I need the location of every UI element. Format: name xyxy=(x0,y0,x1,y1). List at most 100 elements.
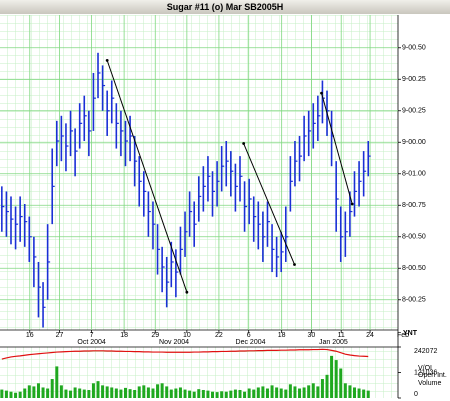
volume-bar xyxy=(41,387,45,398)
volume-bar xyxy=(174,388,178,398)
y-tick-label: 8-00.75 xyxy=(402,202,426,209)
volume-bar xyxy=(343,383,347,398)
volume-bar xyxy=(169,389,173,398)
x-tick-label: 22 xyxy=(215,332,223,339)
volume-bar xyxy=(9,391,13,398)
volume-bar xyxy=(284,389,288,398)
volume-bar xyxy=(18,391,22,398)
price-panel xyxy=(0,15,398,330)
volume-bar xyxy=(224,391,228,398)
volume-bar xyxy=(270,385,274,398)
x-tick-label: 6 xyxy=(247,332,251,339)
y-tick-label: 9-00.25 xyxy=(402,76,426,83)
y-tick-label: 121036 xyxy=(414,369,437,376)
volume-bar xyxy=(55,366,59,398)
panel-label: V/OI xyxy=(418,365,432,372)
volume-bar xyxy=(91,383,95,398)
chart-title: Sugar #11 (o) Mar SB2005H xyxy=(167,2,284,12)
x-tick-label: 18 xyxy=(278,332,286,339)
volume-bar xyxy=(64,389,68,398)
trend-end xyxy=(320,91,323,95)
volume-bar xyxy=(288,384,292,398)
volume-bar xyxy=(27,385,31,398)
trend-line xyxy=(321,92,353,205)
volume-bar xyxy=(348,385,352,398)
volume-bar xyxy=(293,386,297,398)
y-tick-label: 8-01.00 xyxy=(402,171,426,178)
y-tick-label: 8-00.50 xyxy=(402,234,426,241)
volume-bar xyxy=(307,385,311,398)
volume-bar xyxy=(261,386,265,398)
logo: YNT xyxy=(403,330,418,337)
y-tick-label: 8-00.25 xyxy=(402,297,426,304)
volume-bar xyxy=(247,388,251,398)
volume-bar xyxy=(220,391,224,398)
volume-bar xyxy=(87,389,91,398)
volume-bar xyxy=(366,390,370,398)
volume-bar xyxy=(256,387,260,398)
volume-bar xyxy=(96,381,100,398)
volume-bar xyxy=(105,386,109,398)
volume-bar xyxy=(128,389,132,398)
x-period-label: Oct 2004 xyxy=(77,339,106,346)
trend-end xyxy=(242,142,246,145)
volume-bar xyxy=(183,389,187,398)
volume-bar xyxy=(69,390,73,398)
x-tick-label: Feb xyxy=(397,332,409,339)
volume-bar xyxy=(316,386,320,398)
volume-bar xyxy=(101,385,105,398)
volume-bar xyxy=(201,389,205,398)
trend-end xyxy=(105,58,109,62)
title-bar xyxy=(0,0,450,14)
volume-bar xyxy=(160,383,164,398)
volume-bar xyxy=(215,392,219,398)
volume-bar xyxy=(14,392,18,398)
volume-bar xyxy=(165,386,169,398)
volume-bar xyxy=(156,384,160,398)
volume-bar xyxy=(229,390,233,398)
volume-bar xyxy=(50,379,54,398)
volume-bar xyxy=(330,355,334,398)
x-tick-label: 16 xyxy=(26,332,34,339)
volume-bar xyxy=(23,388,27,398)
volume-bar xyxy=(192,391,196,398)
volume-bar xyxy=(82,389,86,398)
volume-bar xyxy=(133,389,137,398)
x-period-label: Dec 2004 xyxy=(236,339,266,346)
legend-entry: Volume xyxy=(418,380,441,387)
volume-bar xyxy=(36,383,40,398)
volume-bar xyxy=(320,379,324,398)
volume-bar xyxy=(233,389,237,398)
volume-bar xyxy=(243,391,247,398)
y-tick-label: 242072 xyxy=(414,348,437,355)
x-tick-label: 24 xyxy=(366,332,374,339)
volume-bar xyxy=(275,387,279,398)
volume-bar xyxy=(32,386,36,398)
y-tick-label: 0 xyxy=(414,391,418,398)
volume-bar xyxy=(252,389,256,398)
x-period-label: Nov 2004 xyxy=(159,339,189,346)
volume-bar xyxy=(211,391,215,398)
volume-bar xyxy=(357,388,361,398)
trend-end xyxy=(185,290,189,294)
trend-line xyxy=(106,60,188,293)
volume-bar xyxy=(197,389,201,398)
volume-bar xyxy=(265,388,269,398)
volume-bar xyxy=(73,387,77,398)
y-tick-label: 9-00.00 xyxy=(402,139,426,146)
volume-bar xyxy=(78,388,82,398)
x-tick-label: 27 xyxy=(56,332,64,339)
volume-bar xyxy=(110,387,114,398)
open-interest-line xyxy=(1,348,369,360)
volume-bar xyxy=(206,390,210,398)
y-tick-label: 8-00.50 xyxy=(402,265,426,272)
volume-bar xyxy=(146,387,150,398)
volume-bar xyxy=(4,390,8,398)
x-tick-label: 30 xyxy=(308,332,316,339)
volume-bar xyxy=(311,383,315,398)
volume-bar xyxy=(298,388,302,398)
volume-bar xyxy=(279,388,283,398)
volume-bar xyxy=(0,389,4,398)
volume-bar xyxy=(339,368,343,398)
